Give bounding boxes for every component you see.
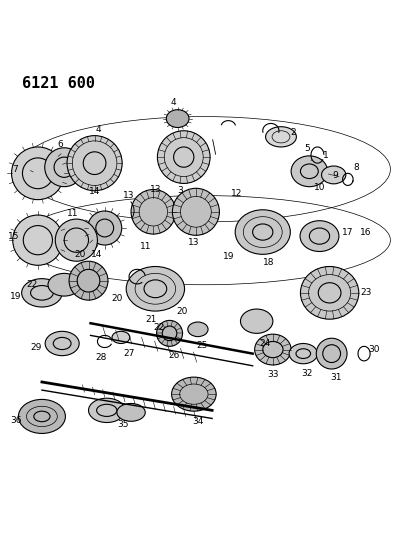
Text: 14: 14 <box>91 250 102 259</box>
Ellipse shape <box>235 210 290 254</box>
Text: 20: 20 <box>111 294 122 303</box>
Text: 6121 600: 6121 600 <box>22 76 95 91</box>
Ellipse shape <box>13 215 63 265</box>
Text: 25: 25 <box>196 341 208 350</box>
Text: 4: 4 <box>171 98 176 107</box>
Ellipse shape <box>255 334 291 365</box>
Text: 24: 24 <box>259 339 271 348</box>
Text: 12: 12 <box>231 189 242 198</box>
Ellipse shape <box>322 166 346 184</box>
Text: 9: 9 <box>333 171 339 180</box>
Text: 33: 33 <box>267 370 279 379</box>
Text: 30: 30 <box>368 345 380 354</box>
Text: 32: 32 <box>302 369 313 377</box>
Ellipse shape <box>126 266 184 311</box>
Ellipse shape <box>88 211 122 245</box>
Text: 16: 16 <box>360 228 372 237</box>
Ellipse shape <box>266 127 296 147</box>
Text: 18: 18 <box>263 258 275 267</box>
Ellipse shape <box>291 156 328 187</box>
Text: 31: 31 <box>330 373 341 382</box>
Ellipse shape <box>45 148 84 187</box>
Text: 26: 26 <box>168 351 179 360</box>
Text: 13: 13 <box>188 238 200 247</box>
Text: 4: 4 <box>96 125 102 134</box>
Ellipse shape <box>173 188 220 235</box>
Text: 36: 36 <box>10 416 21 425</box>
Ellipse shape <box>45 332 79 356</box>
Text: 35: 35 <box>117 420 129 429</box>
Text: 3: 3 <box>177 186 182 195</box>
Text: 15: 15 <box>8 232 19 240</box>
Text: 17: 17 <box>342 228 354 237</box>
Text: 19: 19 <box>222 252 234 261</box>
Text: 21: 21 <box>146 314 157 324</box>
Text: 20: 20 <box>176 306 187 316</box>
Ellipse shape <box>11 147 64 200</box>
Text: 29: 29 <box>30 343 42 352</box>
Ellipse shape <box>289 343 317 364</box>
Ellipse shape <box>240 309 273 333</box>
Ellipse shape <box>22 279 62 307</box>
Ellipse shape <box>188 322 208 337</box>
Ellipse shape <box>157 320 182 346</box>
Text: 7: 7 <box>13 165 18 174</box>
Text: 8: 8 <box>353 163 359 172</box>
Ellipse shape <box>117 403 145 421</box>
Text: 14: 14 <box>89 187 100 196</box>
Text: 22: 22 <box>26 280 38 289</box>
Ellipse shape <box>89 398 125 423</box>
Text: 13: 13 <box>123 191 135 200</box>
Ellipse shape <box>18 399 65 433</box>
Text: 19: 19 <box>10 293 21 301</box>
Text: 10: 10 <box>314 183 325 192</box>
Text: 34: 34 <box>192 417 204 426</box>
Text: 6: 6 <box>57 140 63 149</box>
Text: 11: 11 <box>67 209 78 219</box>
Ellipse shape <box>67 135 122 191</box>
Ellipse shape <box>112 332 130 343</box>
Ellipse shape <box>69 261 108 300</box>
Ellipse shape <box>300 266 359 319</box>
Text: 20: 20 <box>75 250 86 259</box>
Ellipse shape <box>131 190 175 234</box>
Text: 5: 5 <box>304 144 310 154</box>
Ellipse shape <box>316 338 347 369</box>
Ellipse shape <box>48 273 80 296</box>
Ellipse shape <box>55 219 98 261</box>
Text: 22: 22 <box>154 323 165 332</box>
Text: 27: 27 <box>123 349 135 358</box>
Text: 1: 1 <box>323 150 328 159</box>
Ellipse shape <box>172 377 216 411</box>
Text: 2: 2 <box>290 128 296 138</box>
Text: 28: 28 <box>95 353 106 362</box>
Ellipse shape <box>157 131 210 183</box>
Text: 13: 13 <box>150 185 161 194</box>
Ellipse shape <box>300 221 339 252</box>
Text: 23: 23 <box>360 288 372 297</box>
Text: 11: 11 <box>140 242 151 251</box>
Ellipse shape <box>166 110 189 127</box>
